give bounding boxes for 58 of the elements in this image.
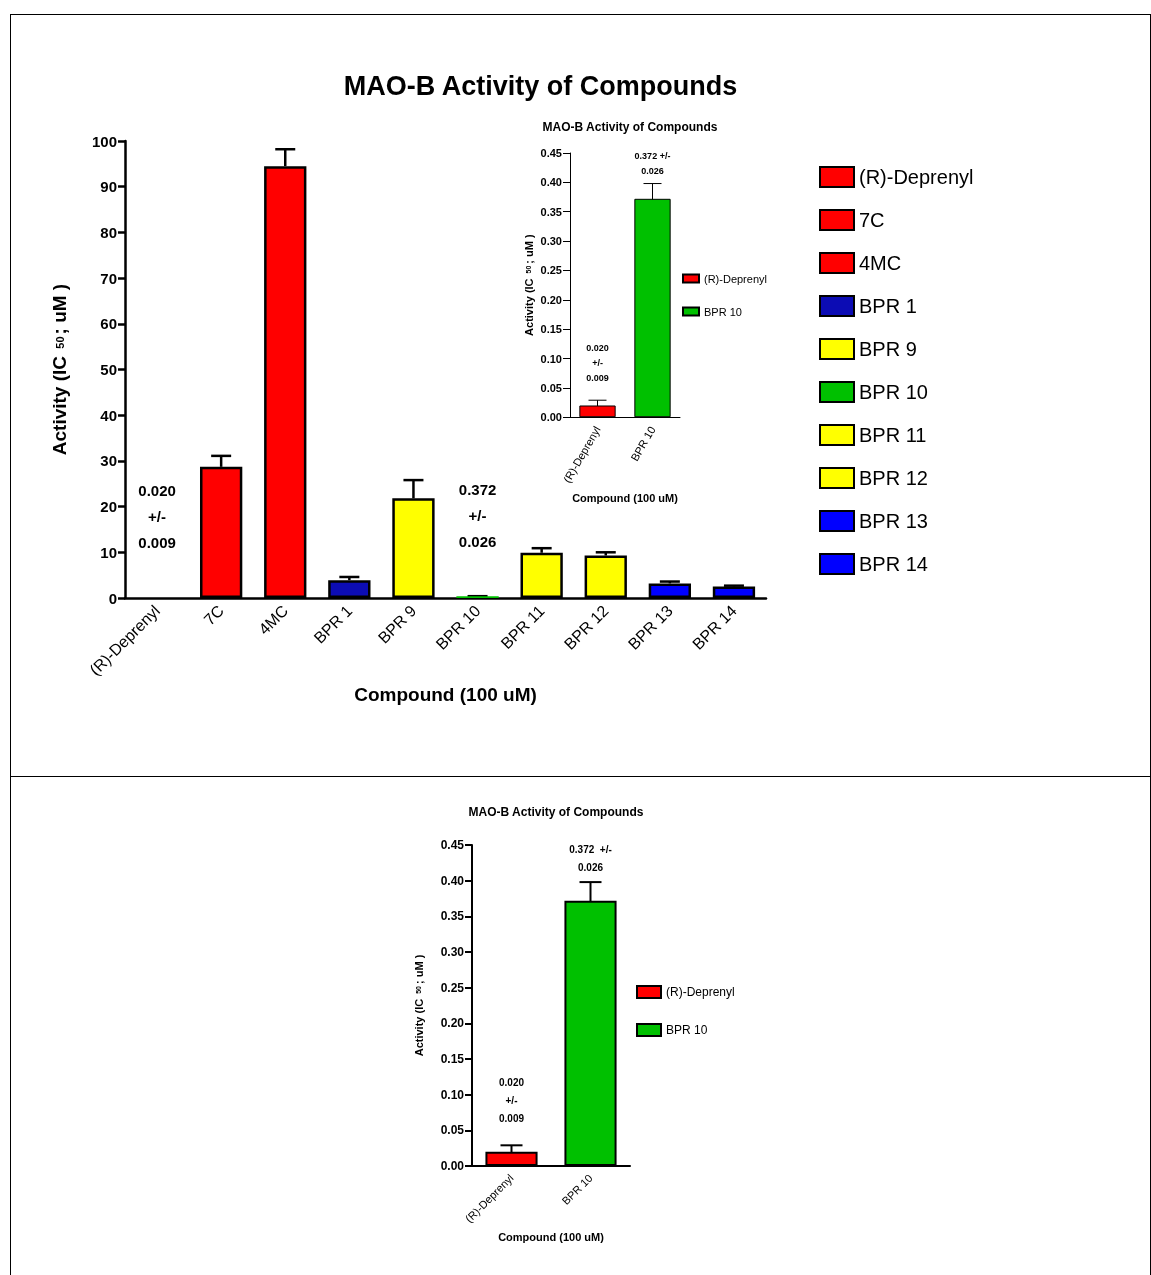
data-label: 0.372 +/- 0.026 <box>634 151 671 177</box>
y-tick-label: 0.00 <box>540 411 562 424</box>
y-tick-label: 0.45 <box>540 147 562 159</box>
y-tick-label: 0.15 <box>440 1052 465 1066</box>
y-tick-label: 0.40 <box>440 873 465 888</box>
x-axis-title: Compound (100 uM) <box>498 1230 605 1243</box>
data-label: 0.020 +/- 0.009 <box>586 342 609 383</box>
y-tick-label: 0.25 <box>540 264 562 277</box>
chart-title: MAO-B Activity of Compounds <box>343 70 738 101</box>
y-tick-label: 0.10 <box>440 1087 465 1102</box>
legend-label: BPR 10 <box>666 1023 708 1037</box>
y-tick-label: 0.25 <box>440 980 465 995</box>
y-tick-label: 80 <box>100 223 117 241</box>
y-tick-label: 100 <box>91 132 117 150</box>
legend-label: BPR 12 <box>859 467 928 489</box>
y-tick-label: 0.00 <box>440 1159 465 1173</box>
y-tick-label: 10 <box>100 543 117 561</box>
legend-label: 4MC <box>859 252 902 274</box>
x-tick-label: 7C <box>200 601 228 629</box>
y-tick-label: 0.35 <box>540 205 562 218</box>
y-tick-label: 60 <box>100 315 117 333</box>
legend-label: (R)-Deprenyl <box>666 985 735 999</box>
y-tick-label: 0.30 <box>440 945 465 959</box>
y-tick-label: 0.40 <box>540 176 562 189</box>
legend-label: (R)-Deprenyl <box>859 166 974 188</box>
y-axis-title: Activity (IC 50; uM ) <box>49 283 70 456</box>
legend-label: BPR 13 <box>859 510 928 532</box>
x-axis-title: Compound (100 uM) <box>354 684 537 706</box>
y-tick-label: 0.20 <box>540 293 562 306</box>
legend-label: 7C <box>859 209 885 231</box>
data-label: 0.020 +/- 0.009 <box>498 1077 525 1125</box>
y-tick-label: 70 <box>100 269 117 287</box>
y-tick-label: 50 <box>100 361 117 378</box>
data-label: 0.372 +/- 0.026 <box>458 480 497 550</box>
y-tick-label: 30 <box>100 452 117 470</box>
legend-label: (R)-Deprenyl <box>704 272 767 285</box>
y-tick-label: 0.35 <box>440 909 465 924</box>
y-tick-label: 0 <box>108 589 117 607</box>
y-tick-label: 0.20 <box>440 1016 465 1031</box>
legend-label: BPR 10 <box>859 381 928 403</box>
y-tick-label: 0.15 <box>540 323 562 336</box>
y-tick-label: 0.45 <box>440 838 465 852</box>
y-tick-label: 0.10 <box>540 352 562 365</box>
y-tick-label: 20 <box>100 498 117 516</box>
chart-title: MAO-B Activity of Compounds <box>468 805 644 819</box>
legend-label: BPR 9 <box>859 338 917 360</box>
x-axis-title: Compound (100 uM) <box>572 491 679 504</box>
data-label: 0.020 +/- 0.009 <box>138 482 176 552</box>
y-tick-label: 90 <box>100 178 117 196</box>
legend-label: BPR 14 <box>859 553 928 575</box>
legend-label: BPR 1 <box>859 295 917 317</box>
y-tick-label: 0.05 <box>440 1123 465 1138</box>
data-label: 0.372 +/- 0.026 <box>569 844 612 874</box>
y-tick-label: 0.30 <box>540 235 562 248</box>
y-tick-label: 0.05 <box>540 381 562 394</box>
y-tick-label: 40 <box>100 406 117 424</box>
chart-title: MAO-B Activity of Compounds <box>542 120 718 134</box>
legend-label: BPR 10 <box>704 305 742 318</box>
